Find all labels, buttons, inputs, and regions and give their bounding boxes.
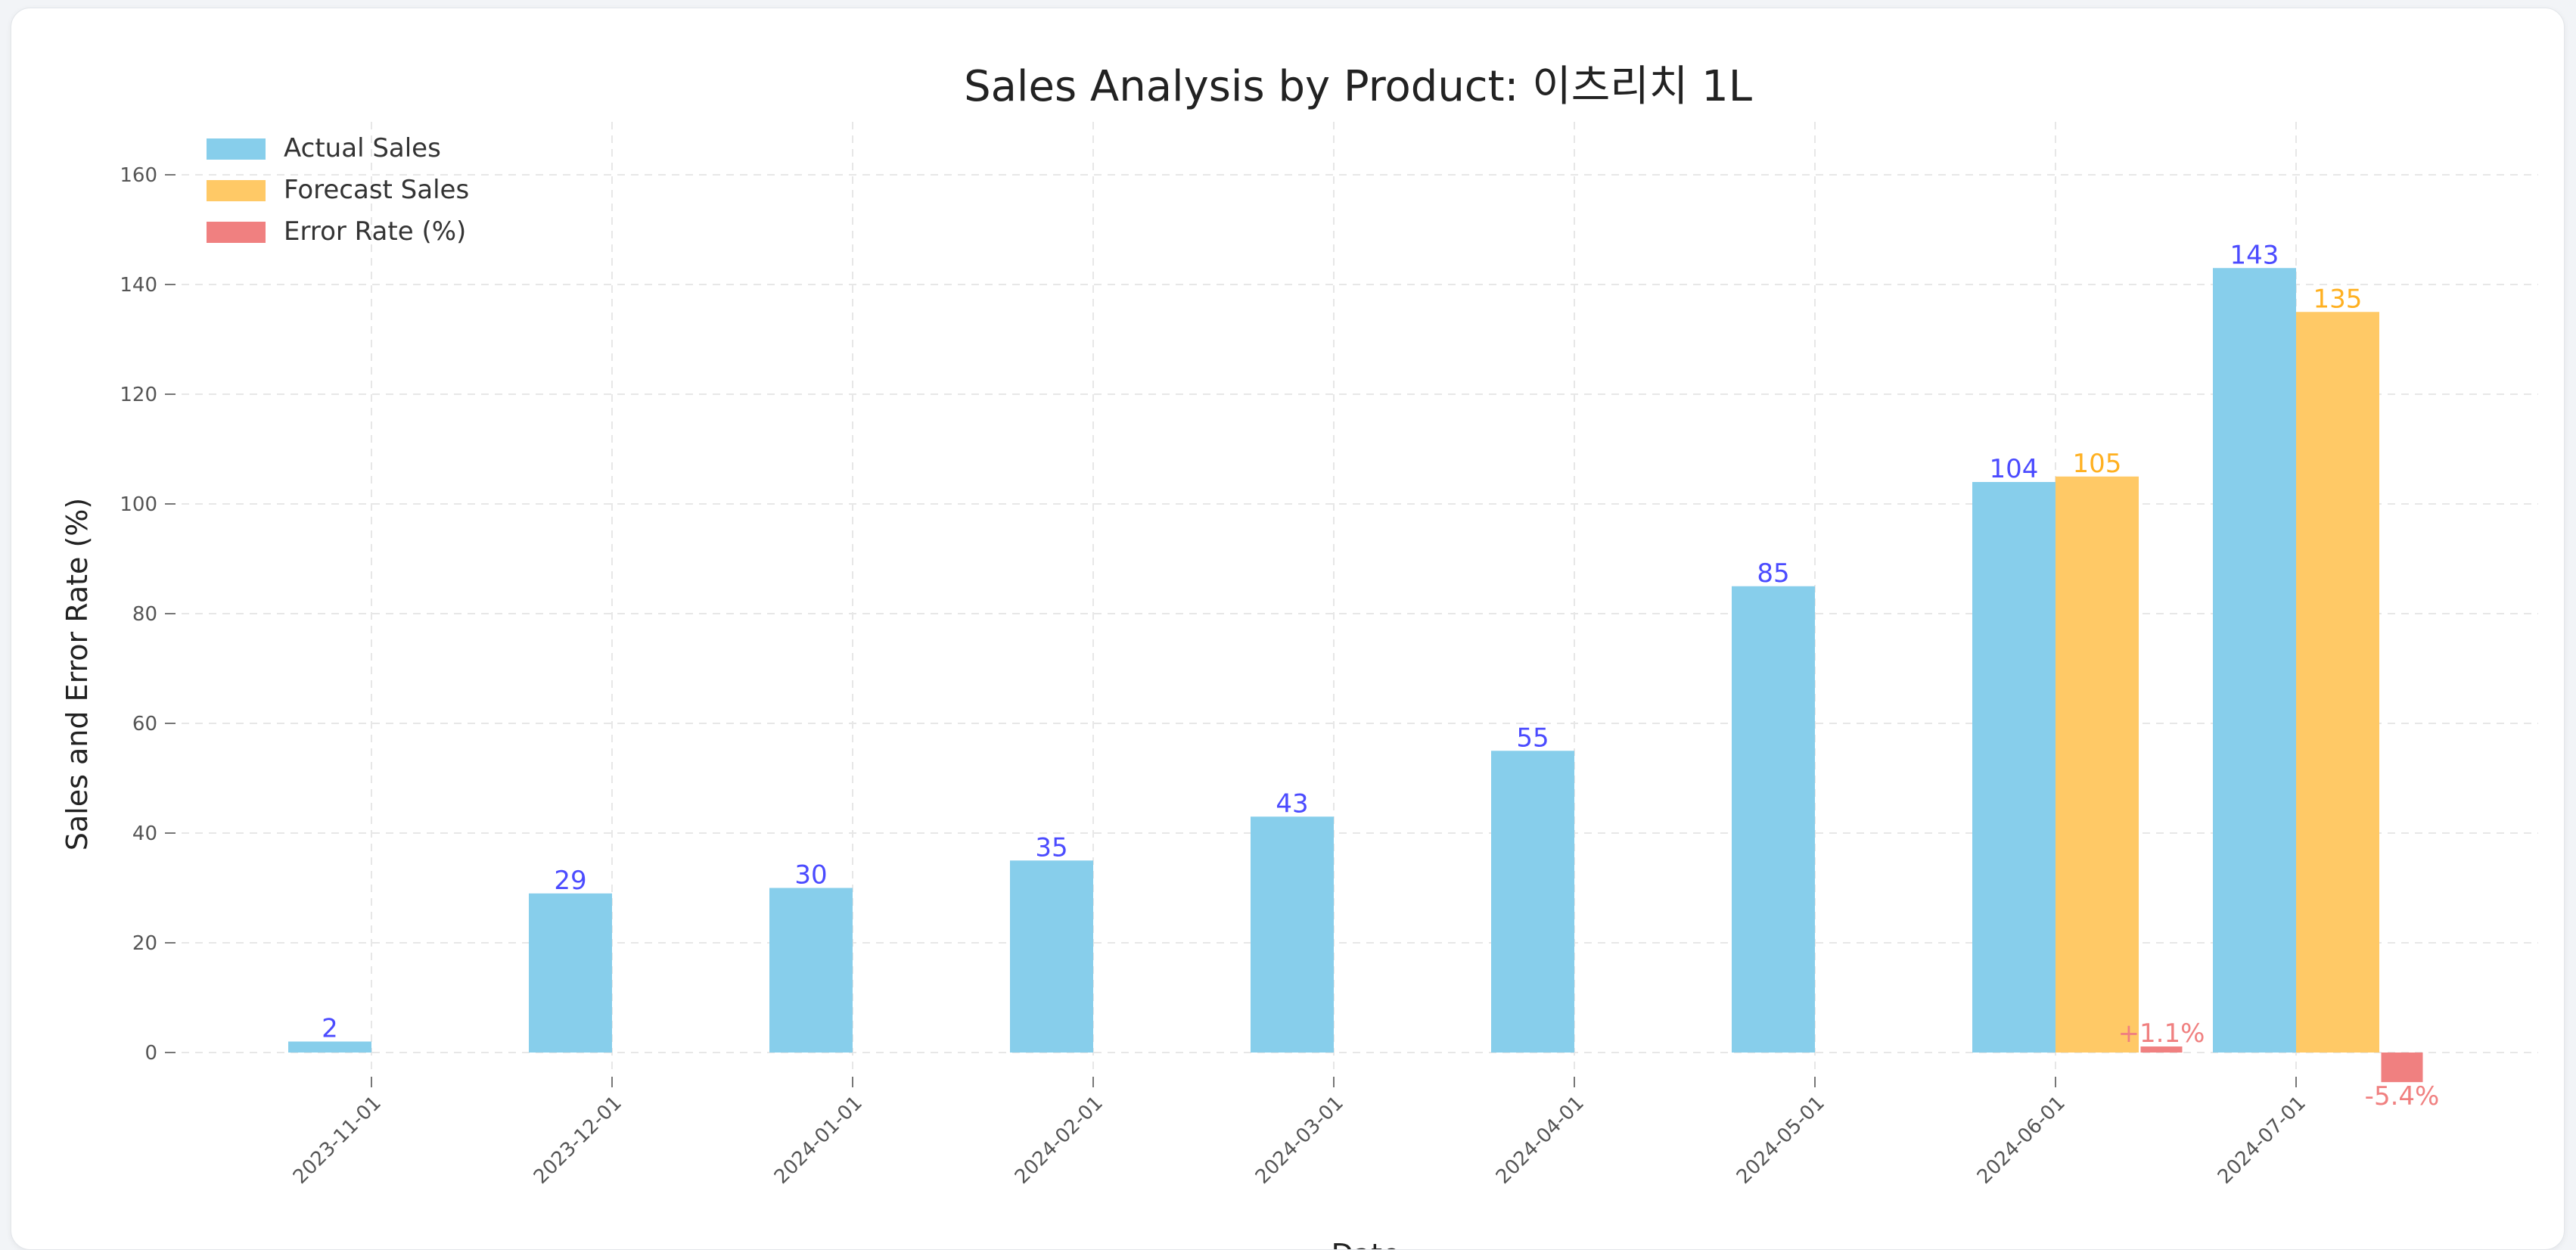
y-tick-label: 100 (120, 493, 157, 516)
x-tick-label: 2024-01-01 (770, 1092, 867, 1189)
actual-sales-value-label: 85 (1757, 558, 1789, 589)
chart-card: 2 29 30 35 43 55 85 104 143 105 135 +1.1% -5.4% 0 20 4… (11, 8, 2565, 1250)
chart-title: Sales Analysis by Product: 이츠리치 1L (964, 62, 1752, 111)
error-rate-bar (2140, 1046, 2183, 1053)
actual-sales-value-label: 2 (322, 1014, 338, 1044)
legend-label: Actual Sales (284, 133, 441, 163)
bar-labels-layer: 2 29 30 35 43 55 85 104 143 105 135 +1.1% -5.4% (322, 240, 2439, 1112)
x-tick-label: 2024-03-01 (1251, 1092, 1348, 1189)
actual-sales-bar (1732, 586, 1815, 1053)
forecast-sales-value-label: 105 (2073, 449, 2122, 479)
actual-sales-bar (769, 888, 853, 1053)
legend-swatch (207, 138, 266, 160)
forecast-sales-bar (2056, 476, 2139, 1053)
y-axis-label: Sales and Error Rate (%) (61, 498, 94, 850)
x-tick-label: 2023-12-01 (530, 1092, 626, 1189)
actual-sales-bar (1972, 482, 2056, 1053)
x-tick-label: 2024-02-01 (1011, 1092, 1108, 1189)
legend: Actual Sales Forecast Sales Error Rate (%) (207, 133, 469, 247)
bars-layer (288, 268, 2423, 1083)
actual-sales-value-label: 104 (1990, 454, 2039, 484)
y-tick-label: 120 (120, 384, 157, 406)
actual-sales-bar (288, 1041, 371, 1053)
x-axis-label: Date (1332, 1238, 1400, 1249)
forecast-sales-value-label: 135 (2313, 284, 2363, 314)
legend-label: Error Rate (%) (284, 216, 466, 247)
x-tick-label: 2024-06-01 (1973, 1092, 2070, 1189)
y-tick-label: 0 (144, 1042, 157, 1065)
actual-sales-bar (2213, 268, 2296, 1053)
x-tick-label: 2023-11-01 (289, 1092, 386, 1189)
actual-sales-value-label: 29 (554, 866, 586, 896)
legend-swatch (207, 222, 266, 243)
actual-sales-value-label: 55 (1516, 723, 1549, 753)
sales-analysis-chart: 2 29 30 35 43 55 85 104 143 105 135 +1.1% -5.4% 0 20 4… (61, 62, 2538, 1249)
y-tick-label: 80 (132, 603, 157, 626)
actual-sales-bar (1491, 751, 1574, 1053)
x-tick-label: 2024-04-01 (1492, 1092, 1589, 1189)
actual-sales-bar (529, 893, 612, 1053)
y-tick-label: 20 (132, 932, 157, 955)
error-rate-bar (2381, 1053, 2423, 1083)
actual-sales-bar (1251, 816, 1334, 1053)
y-tick-label: 40 (132, 822, 157, 845)
actual-sales-value-label: 30 (794, 860, 827, 891)
actual-sales-value-label: 143 (2230, 240, 2279, 270)
legend-label: Forecast Sales (284, 175, 469, 205)
x-tick-label: 2024-07-01 (2214, 1092, 2310, 1189)
error-rate-value-label: -5.4% (2365, 1081, 2440, 1112)
y-tick-label: 60 (132, 713, 157, 735)
x-tick-label: 2024-05-01 (1732, 1092, 1829, 1189)
actual-sales-value-label: 35 (1035, 832, 1067, 863)
legend-swatch (207, 180, 266, 201)
error-rate-value-label: +1.1% (2118, 1018, 2205, 1049)
y-tick-label: 160 (120, 164, 157, 187)
actual-sales-value-label: 43 (1276, 788, 1308, 819)
forecast-sales-bar (2296, 312, 2379, 1053)
y-tick-label: 140 (120, 274, 157, 297)
actual-sales-bar (1010, 860, 1093, 1053)
